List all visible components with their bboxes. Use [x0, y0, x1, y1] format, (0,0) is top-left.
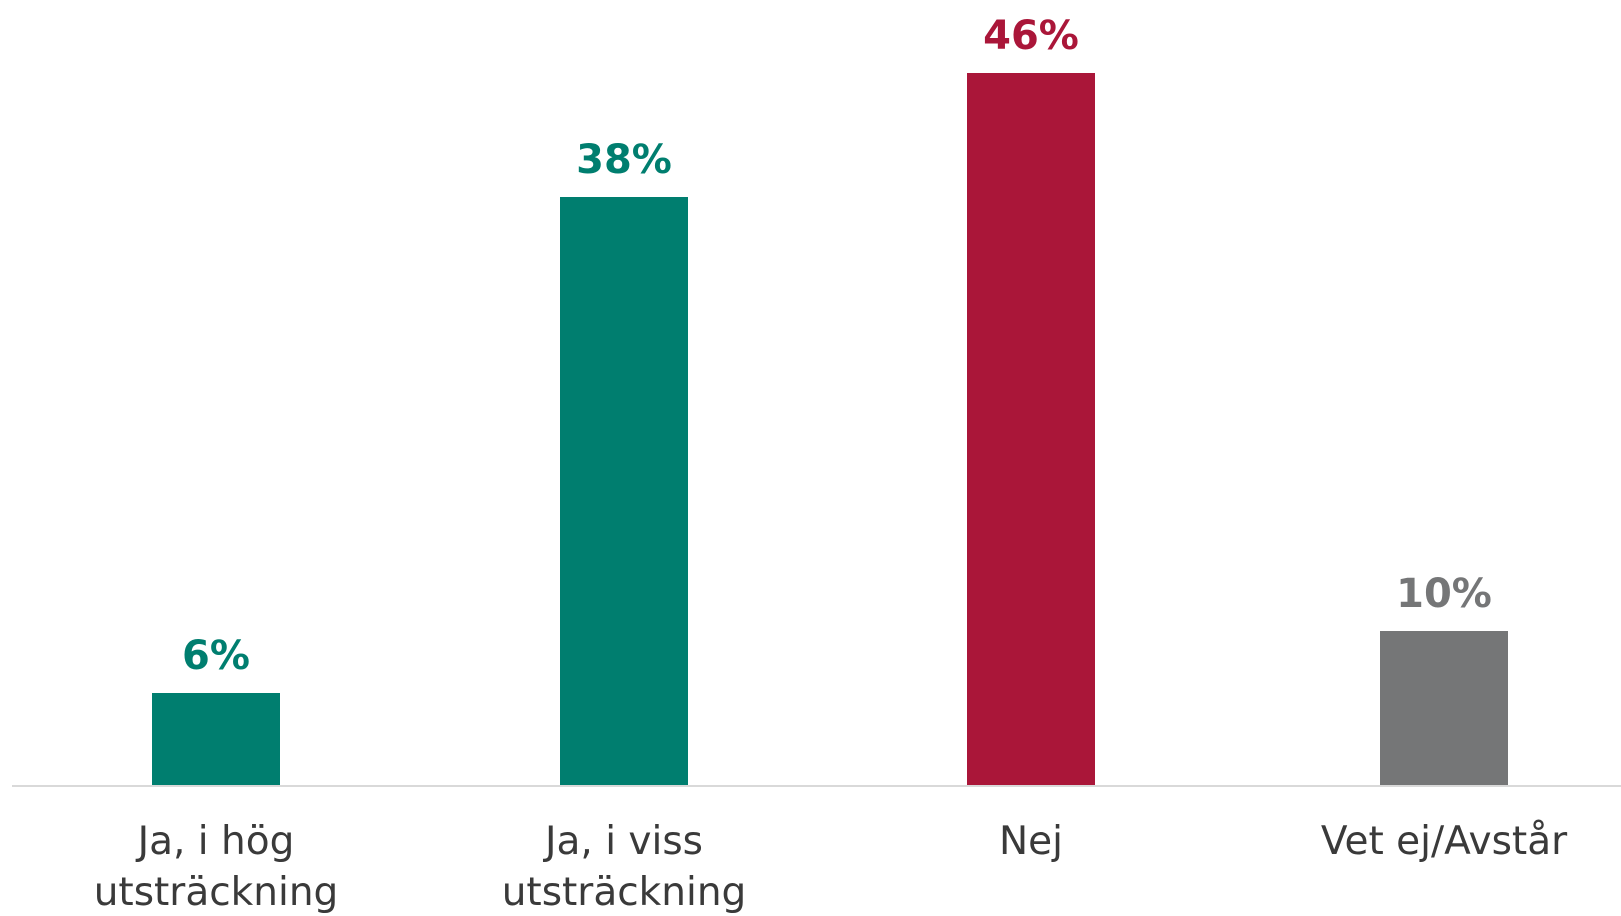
category-label: Ja, i hög utsträckning: [94, 819, 339, 915]
category-label: Ja, i viss utsträckning: [502, 819, 747, 915]
bar-value-label: 6%: [182, 633, 250, 679]
bar: [152, 693, 280, 786]
bar-value-label: 38%: [576, 137, 672, 183]
category-label: Nej: [999, 819, 1063, 864]
bars-group: [152, 73, 1508, 786]
bar-value-label: 46%: [983, 13, 1079, 59]
bar: [560, 197, 688, 786]
bar-value-label: 10%: [1396, 571, 1492, 617]
value-labels-group: 6% 38% 46% 10%: [182, 13, 1492, 679]
bar: [967, 73, 1095, 786]
category-label: Vet ej/Avstår: [1321, 819, 1568, 864]
bar: [1380, 631, 1508, 786]
category-labels-group: Ja, i hög utsträckning Ja, i viss utsträckn…: [94, 819, 1568, 915]
